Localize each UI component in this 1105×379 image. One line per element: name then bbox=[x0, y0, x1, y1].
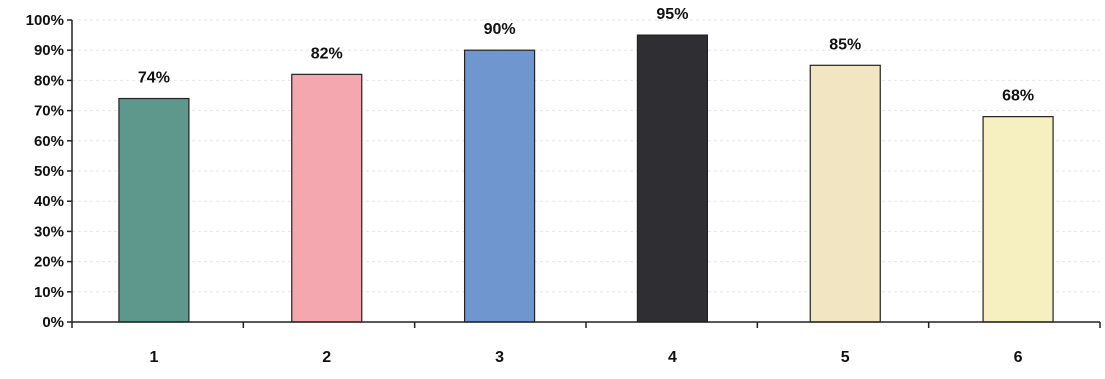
data-labels: 74% 82% 90% 95% 85% 68% bbox=[138, 6, 1034, 105]
bar-5 bbox=[809, 64, 881, 323]
y-tick-label: 0% bbox=[42, 314, 64, 331]
data-label-1: 74% bbox=[138, 70, 170, 87]
bars bbox=[118, 34, 1054, 323]
bar-1 bbox=[118, 97, 190, 323]
bar-6 bbox=[982, 116, 1054, 323]
y-tick-label: 100% bbox=[26, 12, 64, 29]
y-tick-label: 60% bbox=[34, 133, 64, 150]
x-tick-label: 5 bbox=[841, 349, 850, 366]
data-label-2: 82% bbox=[311, 45, 343, 62]
x-tick-label: 1 bbox=[149, 349, 158, 366]
y-tick-label: 40% bbox=[34, 193, 64, 210]
bar-2 bbox=[291, 73, 363, 323]
bar-3 bbox=[463, 49, 536, 323]
y-tick-label: 70% bbox=[34, 103, 64, 120]
x-tick-label: 6 bbox=[1014, 349, 1023, 366]
y-tick-label: 10% bbox=[34, 284, 64, 301]
data-label-6: 68% bbox=[1002, 88, 1034, 105]
data-label-5: 85% bbox=[829, 36, 861, 53]
data-label-3: 90% bbox=[484, 21, 516, 38]
data-label-4: 95% bbox=[656, 6, 688, 23]
y-tick-label: 30% bbox=[34, 223, 64, 240]
x-axis-ticks: 1 2 3 4 5 6 bbox=[71, 322, 1101, 366]
x-tick-label: 2 bbox=[322, 349, 331, 366]
x-tick-label: 4 bbox=[668, 349, 677, 366]
y-axis-ticks: 0% 10% 20% 30% 40% 50% 60% 70% 80% 90% 100% bbox=[26, 12, 72, 331]
y-tick-label: 90% bbox=[34, 42, 64, 59]
gridlines bbox=[72, 19, 1100, 293]
bar-4 bbox=[636, 34, 709, 323]
y-tick-label: 80% bbox=[34, 72, 64, 89]
y-tick-label: 20% bbox=[34, 254, 64, 271]
y-tick-label: 50% bbox=[34, 163, 64, 180]
x-tick-label: 3 bbox=[495, 349, 504, 366]
